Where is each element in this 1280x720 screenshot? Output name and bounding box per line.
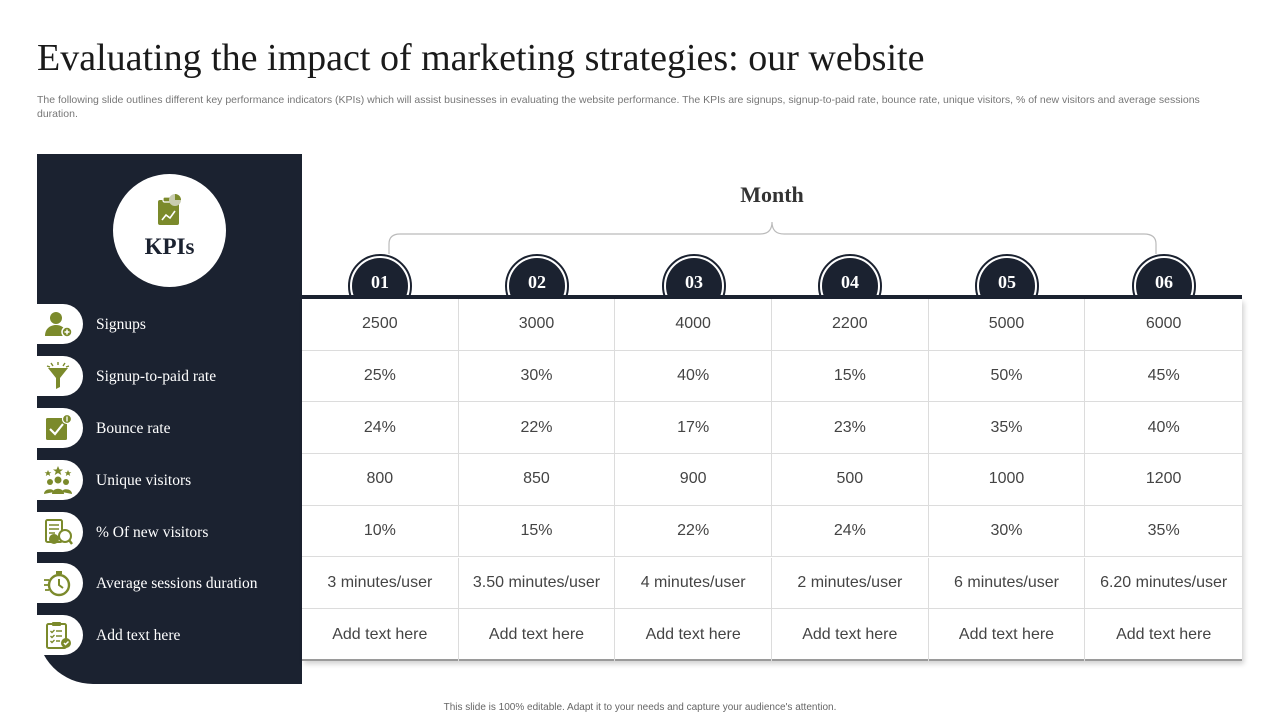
table-cell: Add text here [929, 609, 1086, 661]
table-cell: 15% [458, 505, 616, 558]
table-cell: Add text here [1116, 625, 1212, 643]
table-cell: 24% [772, 505, 929, 558]
group-icon [44, 466, 72, 494]
kpi-heading: KPIs [144, 234, 195, 259]
table-cell: 17% [615, 402, 772, 454]
table-cell: Add text here [772, 609, 929, 661]
kpi-label: % Of new visitors [96, 523, 209, 541]
kpi-label: Signup-to-paid rate [96, 367, 217, 385]
table-cell: 5000 [928, 299, 1086, 351]
table-cell: 800 [302, 454, 459, 506]
table-cell: 50% [928, 350, 1086, 403]
report-icon [156, 193, 183, 232]
table-cell: Add text here [302, 609, 459, 661]
kpi-table: 2500 3000 4000 2200 5000 6000 25% 30% 40… [302, 299, 1242, 661]
table-cell: 1000 [928, 454, 1086, 506]
kpi-row-avg-session: Average sessions duration [37, 563, 302, 603]
table-cell: 40% [1085, 402, 1242, 454]
table-cell: Add text here [615, 609, 772, 661]
table-cell: 3.50 minutes/user [458, 557, 616, 610]
table-cell: 6000 [1085, 299, 1242, 351]
kpi-label: Average sessions duration [96, 574, 258, 592]
table-cell: 4000 [615, 299, 772, 351]
table-cell: 35% [928, 402, 1086, 454]
table-cell: 2500 [302, 299, 459, 351]
page-title: Evaluating the impact of marketing strat… [37, 37, 925, 79]
table-cell: 900 [615, 454, 772, 506]
month-brace [388, 221, 1157, 254]
table-cell: 3000 [458, 299, 616, 351]
document-search-icon [45, 519, 73, 545]
table-cell: Add text here [459, 609, 616, 661]
table-cell: 850 [458, 454, 616, 506]
table-cell: 500 [772, 454, 929, 506]
table-cell: 22% [615, 505, 772, 558]
kpi-label: Unique visitors [96, 471, 192, 489]
table-cell: 1200 [1085, 454, 1242, 506]
table-cell: 6.20 minutes/user [1085, 558, 1242, 610]
stopwatch-icon [44, 571, 71, 597]
kpi-label: Bounce rate [96, 419, 171, 437]
table-cell: 2200 [772, 299, 929, 351]
clipboard-icon [46, 622, 71, 649]
kpi-label: Signups [96, 315, 146, 333]
footer-note: This slide is 100% editable. Adapt it to… [443, 702, 837, 713]
table-cell: 23% [772, 402, 929, 454]
kpi-row-new-visitors: % Of new visitors [37, 512, 302, 552]
table-cell: 10% [302, 505, 459, 558]
kpi-row-signup-to-paid: Signup-to-paid rate [37, 356, 302, 396]
kpi-row-add-text: Add text here [37, 615, 302, 655]
table-cell: 6 minutes/user [928, 557, 1086, 610]
table-cell: 22% [458, 402, 616, 454]
table-cell: 24% [302, 402, 459, 454]
user-add-icon [45, 312, 73, 338]
table-cell: 4 minutes/user [615, 557, 772, 610]
table-cell: 35% [1085, 506, 1242, 558]
kpi-label: Add text here [96, 626, 181, 644]
checklist-icon [46, 413, 73, 440]
kpi-row-unique-visitors: Unique visitors [37, 460, 302, 500]
kpi-heading-badge: KPIs [113, 174, 226, 287]
month-heading: Month [740, 182, 804, 207]
page-subtitle: The following slide outlines different k… [37, 94, 1200, 120]
kpi-row-bounce-rate: Bounce rate [37, 408, 302, 448]
table-top-bar [302, 295, 1242, 299]
table-cell: 40% [615, 350, 772, 403]
table-cell: 45% [1085, 351, 1242, 403]
table-cell: 3 minutes/user [302, 557, 459, 610]
table-cell: 15% [772, 350, 929, 403]
funnel-icon [46, 362, 70, 389]
table-cell: 30% [928, 505, 1086, 558]
table-cell: 25% [302, 350, 459, 403]
kpi-row-signups: Signups [37, 304, 302, 344]
table-cell: 2 minutes/user [772, 557, 929, 610]
table-cell: 30% [458, 350, 616, 403]
